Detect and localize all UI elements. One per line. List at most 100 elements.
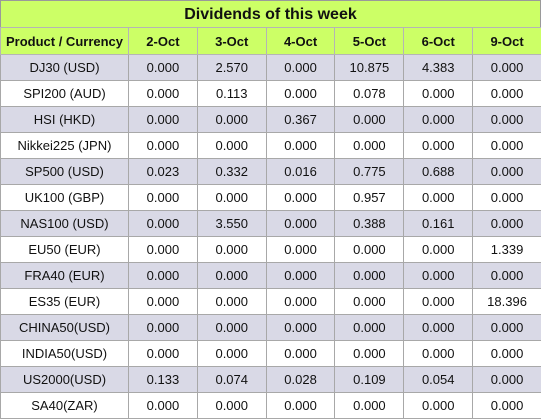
dividend-value-cell: 0.000 [266, 315, 335, 341]
header-date: 5-Oct [335, 28, 404, 55]
header-date: 2-Oct [129, 28, 198, 55]
dividend-value-cell: 0.054 [404, 367, 473, 393]
instrument-cell: INDIA50(USD) [1, 341, 129, 367]
dividend-value-cell: 0.367 [266, 107, 335, 133]
dividend-value-cell: 0.161 [404, 211, 473, 237]
dividend-value-cell: 0.000 [404, 107, 473, 133]
instrument-cell: ES35 (EUR) [1, 289, 129, 315]
dividend-value-cell: 0.109 [335, 367, 404, 393]
header-date: 9-Oct [473, 28, 541, 55]
instrument-cell: HSI (HKD) [1, 107, 129, 133]
dividend-value-cell: 4.383 [404, 55, 473, 81]
dividend-value-cell: 0.000 [266, 211, 335, 237]
dividend-value-cell: 0.000 [335, 289, 404, 315]
dividend-value-cell: 0.000 [404, 341, 473, 367]
dividend-value-cell: 0.000 [404, 315, 473, 341]
dividend-value-cell: 0.000 [129, 185, 198, 211]
dividend-value-cell: 0.957 [335, 185, 404, 211]
dividend-value-cell: 0.000 [197, 263, 266, 289]
dividend-value-cell: 0.000 [473, 211, 541, 237]
dividend-value-cell: 0.133 [129, 367, 198, 393]
dividend-value-cell: 0.113 [197, 81, 266, 107]
dividend-value-cell: 0.000 [197, 237, 266, 263]
dividend-value-cell: 0.775 [335, 159, 404, 185]
dividend-value-cell: 0.000 [335, 393, 404, 419]
dividend-value-cell: 0.000 [335, 263, 404, 289]
dividend-value-cell: 0.000 [197, 341, 266, 367]
dividend-value-cell: 0.000 [473, 341, 541, 367]
dividend-value-cell: 0.000 [266, 393, 335, 419]
dividend-value-cell: 0.000 [266, 263, 335, 289]
dividends-table: Product / Currency 2-Oct 3-Oct 4-Oct 5-O… [0, 27, 541, 419]
dividend-value-cell: 0.000 [404, 263, 473, 289]
dividend-value-cell: 18.396 [473, 289, 541, 315]
dividend-value-cell: 0.000 [266, 185, 335, 211]
dividend-value-cell: 0.000 [266, 81, 335, 107]
dividend-value-cell: 0.074 [197, 367, 266, 393]
dividend-value-cell: 0.016 [266, 159, 335, 185]
dividend-value-cell: 0.000 [197, 315, 266, 341]
dividend-value-cell: 0.000 [266, 133, 335, 159]
dividend-value-cell: 0.000 [473, 185, 541, 211]
dividend-value-cell: 0.000 [404, 133, 473, 159]
dividend-value-cell: 0.000 [404, 237, 473, 263]
dividend-value-cell: 0.000 [335, 107, 404, 133]
instrument-cell: SA40(ZAR) [1, 393, 129, 419]
dividend-value-cell: 0.000 [404, 81, 473, 107]
instrument-cell: DJ30 (USD) [1, 55, 129, 81]
dividend-value-cell: 0.000 [197, 393, 266, 419]
dividend-value-cell: 0.000 [129, 341, 198, 367]
dividend-value-cell: 0.000 [129, 55, 198, 81]
dividend-value-cell: 0.000 [473, 159, 541, 185]
dividend-value-cell: 0.000 [335, 133, 404, 159]
dividend-value-cell: 0.000 [473, 133, 541, 159]
header-product-currency: Product / Currency [1, 28, 129, 55]
dividend-value-cell: 3.550 [197, 211, 266, 237]
dividend-value-cell: 1.339 [473, 237, 541, 263]
instrument-cell: Nikkei225 (JPN) [1, 133, 129, 159]
dividend-value-cell: 2.570 [197, 55, 266, 81]
dividend-value-cell: 0.078 [335, 81, 404, 107]
dividend-value-cell: 0.000 [473, 55, 541, 81]
dividend-value-cell: 0.000 [129, 263, 198, 289]
dividend-value-cell: 0.000 [266, 289, 335, 315]
header-date: 4-Oct [266, 28, 335, 55]
dividend-value-cell: 0.000 [197, 289, 266, 315]
instrument-cell: CHINA50(USD) [1, 315, 129, 341]
header-date: 3-Oct [197, 28, 266, 55]
dividend-value-cell: 0.000 [266, 55, 335, 81]
instrument-cell: FRA40 (EUR) [1, 263, 129, 289]
dividend-value-cell: 0.000 [129, 133, 198, 159]
dividend-value-cell: 0.000 [129, 211, 198, 237]
dividend-value-cell: 0.000 [129, 393, 198, 419]
instrument-cell: SP500 (USD) [1, 159, 129, 185]
dividend-value-cell: 0.000 [335, 315, 404, 341]
instrument-cell: NAS100 (USD) [1, 211, 129, 237]
instrument-cell: US2000(USD) [1, 367, 129, 393]
dividend-value-cell: 0.000 [197, 185, 266, 211]
dividend-value-cell: 0.000 [129, 237, 198, 263]
dividend-value-cell: 0.028 [266, 367, 335, 393]
dividend-value-cell: 0.688 [404, 159, 473, 185]
dividend-value-cell: 0.000 [473, 393, 541, 419]
dividend-value-cell: 0.000 [197, 107, 266, 133]
dividend-value-cell: 10.875 [335, 55, 404, 81]
dividend-value-cell: 0.000 [129, 289, 198, 315]
dividend-value-cell: 0.000 [266, 237, 335, 263]
dividend-value-cell: 0.000 [129, 107, 198, 133]
